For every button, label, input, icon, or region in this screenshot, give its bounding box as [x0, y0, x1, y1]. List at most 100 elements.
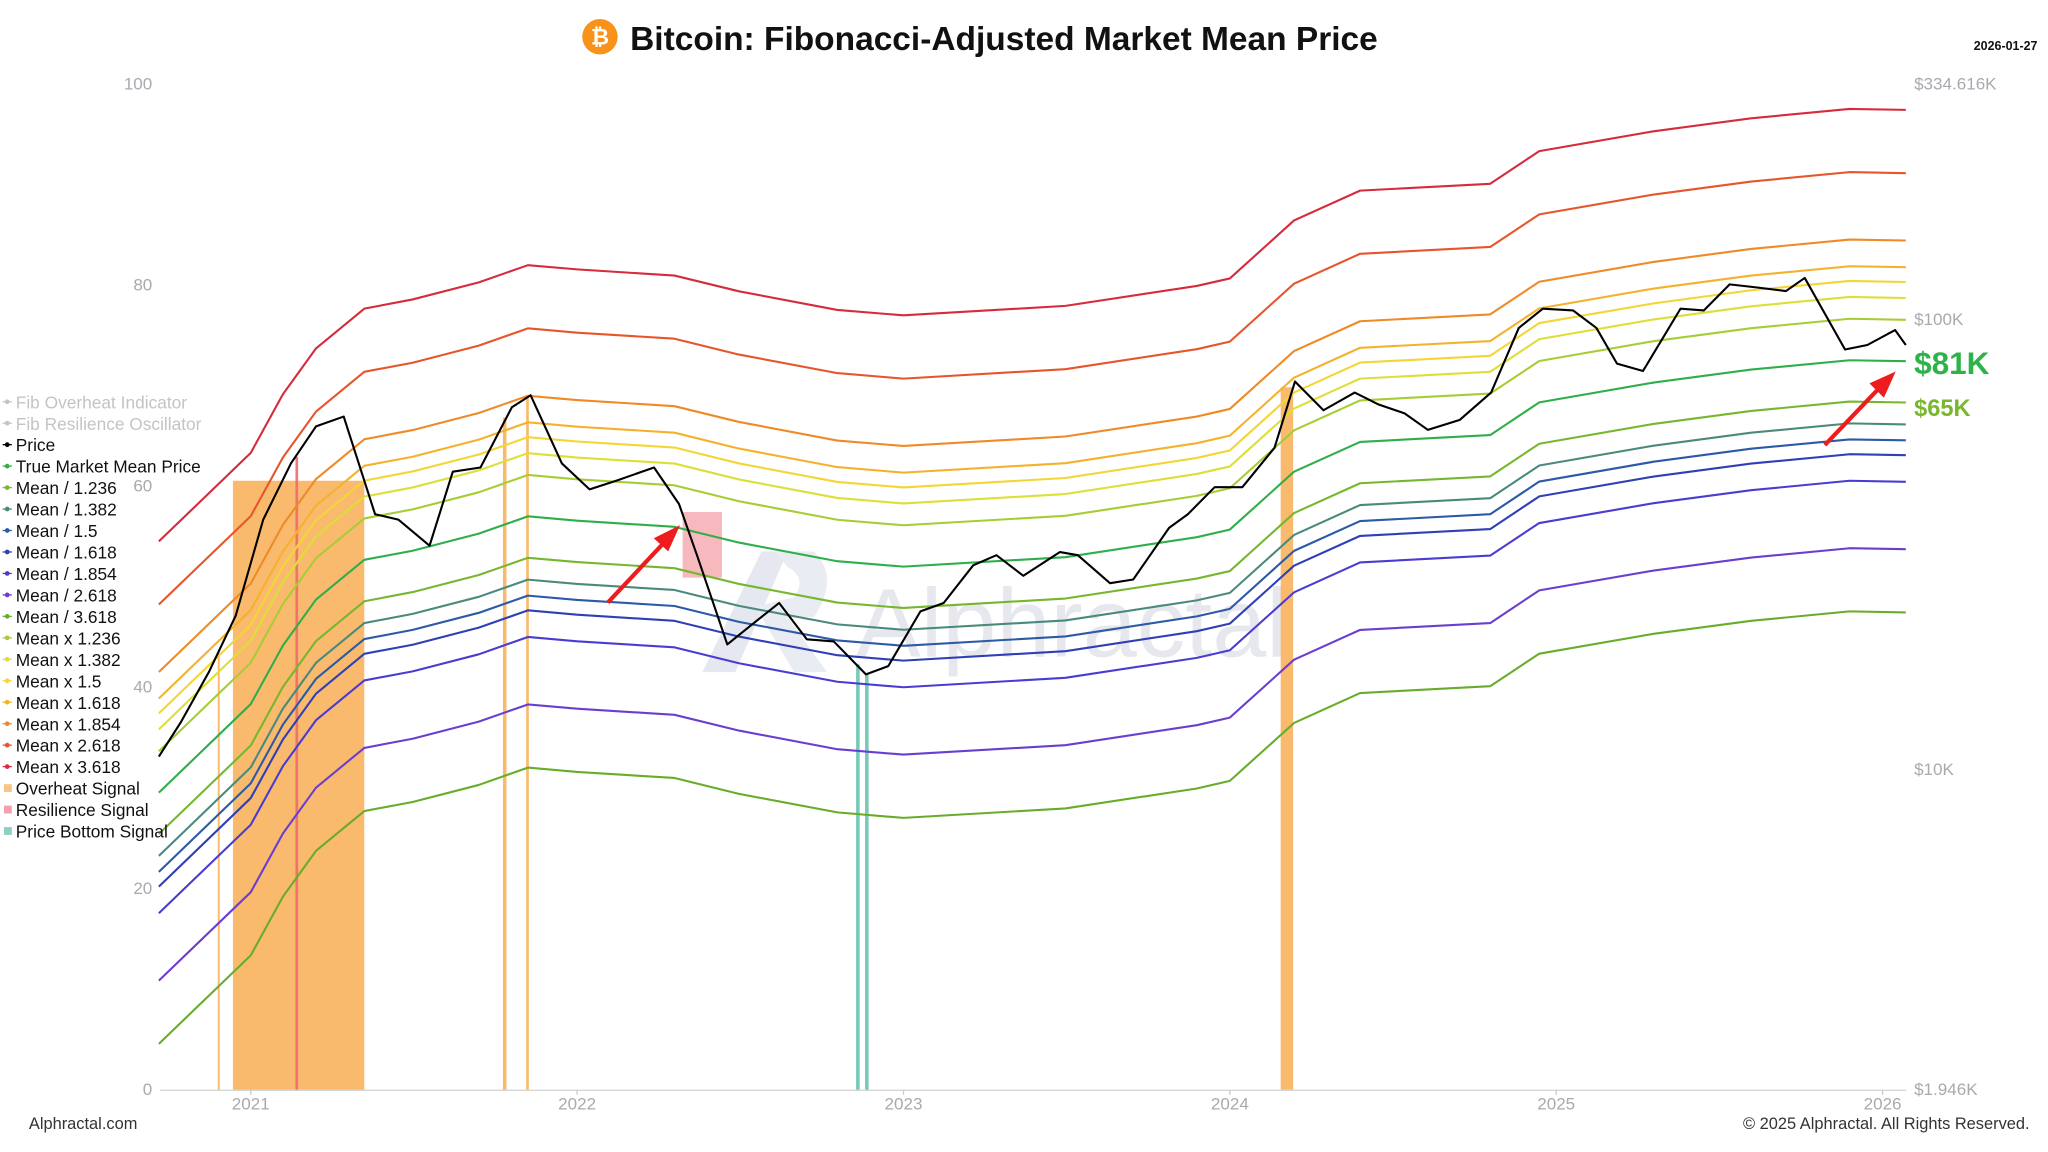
legend-item[interactable]: Mean / 3.618	[2, 607, 117, 627]
overheat-signal-bar	[526, 396, 529, 1090]
legend-item[interactable]: Mean x 2.618	[2, 736, 121, 756]
legend-label: Resilience Signal	[16, 800, 149, 820]
legend-label: Mean / 3.618	[16, 607, 117, 627]
legend-marker	[4, 528, 10, 533]
overheat-signal-bar	[502, 417, 507, 1090]
x-axis-tick: 2022	[558, 1094, 596, 1113]
legend-marker	[4, 721, 10, 727]
red-arrow-2022	[606, 525, 681, 605]
legend-label: Price	[16, 435, 55, 455]
right-axis-tick: $334.616K	[1914, 74, 1997, 93]
legend-item[interactable]: Mean x 1.854	[2, 714, 121, 734]
legend-label: Mean x 1.5	[16, 671, 102, 691]
footer-site[interactable]: Alphractal.com	[29, 1115, 138, 1133]
legend-item[interactable]: True Market Mean Price	[2, 457, 201, 477]
legend-swatch	[3, 784, 12, 793]
legend-item[interactable]: Mean / 1.5	[2, 521, 98, 541]
legend-label: Mean / 1.854	[16, 564, 117, 584]
band-line-mean-1-854	[158, 479, 1906, 914]
legend-marker	[4, 678, 10, 684]
legend-marker	[4, 463, 10, 469]
band-line-mean-1-236	[158, 400, 1906, 835]
price-bottom-signal-bar	[865, 673, 869, 1090]
right-axis-tick: $100K	[1914, 310, 1964, 329]
svg-text:₿: ₿	[591, 25, 609, 50]
legend-item[interactable]: Mean x 1.618	[2, 693, 121, 713]
legend-label: Mean x 1.618	[16, 693, 121, 713]
x-axis-tick: 2026	[1864, 1094, 1902, 1113]
legend-label: True Market Mean Price	[16, 457, 201, 477]
legend-item[interactable]: Fib Resilience Oscillator	[2, 414, 202, 434]
legend-item[interactable]: Mean / 1.618	[2, 543, 117, 563]
x-axis-tick: 2024	[1211, 1094, 1249, 1113]
left-axis-tick: 80	[133, 275, 152, 294]
legend-item[interactable]: Mean / 2.618	[2, 585, 117, 605]
legend-marker	[4, 656, 10, 662]
label-65k: $65K	[1914, 396, 1970, 422]
band-line-true-market-mean-price	[158, 359, 1906, 794]
legend-label: Mean / 1.5	[16, 521, 98, 541]
legend-label: Price Bottom Signal	[16, 822, 168, 842]
legend-marker	[4, 699, 10, 705]
legend-marker	[4, 420, 10, 426]
bitcoin-icon: ₿	[582, 19, 618, 55]
legend-item[interactable]: Mean / 1.236	[2, 478, 117, 498]
watermark-text: Alphractal	[856, 568, 1288, 677]
left-axis-tick: 20	[133, 879, 152, 898]
band-line-mean-x-1-854	[158, 238, 1906, 673]
band-line-mean-x-2-618	[158, 171, 1906, 606]
legend-label: Fib Resilience Oscillator	[16, 414, 202, 434]
band-line-mean-x-1-382	[158, 295, 1906, 731]
overheat-signal-bar	[232, 480, 365, 1090]
legend-label: Mean / 1.618	[16, 543, 117, 563]
x-axis-tick: 2023	[885, 1094, 923, 1113]
legend-item[interactable]: Mean x 1.382	[2, 650, 121, 670]
legend-item[interactable]: Price	[2, 435, 56, 455]
legend-item[interactable]: Mean x 1.236	[2, 628, 121, 648]
legend-swatch	[3, 827, 12, 835]
legend-item[interactable]: Overheat Signal	[3, 779, 140, 799]
legend-label: Mean x 1.382	[16, 650, 121, 670]
legend-item[interactable]: Resilience Signal	[3, 800, 149, 820]
legend-label: Overheat Signal	[16, 779, 140, 799]
band-line-mean-x-3-618	[158, 107, 1906, 543]
band-line-mean-x-1-236	[158, 317, 1906, 752]
resilience-signal-bar	[295, 456, 299, 1090]
price-line	[157, 276, 1907, 758]
legend-label: Mean x 3.618	[16, 757, 121, 777]
legend-label: Mean / 1.236	[16, 478, 117, 498]
legend-label: Mean x 2.618	[16, 736, 121, 756]
legend-marker	[4, 485, 10, 490]
x-axis-tick: 2021	[232, 1094, 270, 1113]
left-axis-tick: 60	[133, 477, 152, 496]
watermark-logo	[702, 551, 828, 673]
legend-item[interactable]: Mean / 1.382	[2, 500, 117, 520]
legend-marker	[4, 506, 10, 512]
x-axis-tick: 2025	[1537, 1094, 1575, 1113]
legend-marker	[4, 635, 10, 641]
legend-swatch	[3, 805, 12, 814]
legend-marker	[4, 614, 10, 619]
resilience-signal-bar	[682, 512, 722, 578]
legend-marker	[4, 592, 10, 598]
overheat-signal-bar	[217, 649, 220, 1090]
legend-item[interactable]: Mean x 1.5	[2, 671, 102, 691]
legend-label: Mean x 1.236	[16, 628, 121, 648]
legend-item[interactable]: Fib Overheat Indicator	[2, 392, 188, 412]
legend-item[interactable]: Price Bottom Signal	[3, 822, 168, 842]
right-axis-tick: $1.946K	[1914, 1080, 1978, 1099]
band-line-mean-1-618	[158, 453, 1906, 888]
legend-label: Fib Overheat Indicator	[16, 392, 188, 412]
band-line-mean-3-618	[158, 610, 1906, 1045]
legend-item[interactable]: Mean x 3.618	[2, 757, 121, 777]
legend-marker	[4, 549, 10, 555]
legend-item[interactable]: Mean / 1.854	[2, 564, 118, 584]
chart-title: Bitcoin: Fibonacci-Adjusted Market Mean …	[630, 21, 1378, 58]
label-81k: $81K	[1914, 345, 1990, 381]
legend-marker	[4, 764, 10, 769]
right-axis-tick: $10K	[1914, 760, 1954, 779]
overheat-signal-bar	[1280, 387, 1294, 1090]
left-axis-tick: 100	[124, 74, 152, 93]
legend-marker	[4, 442, 10, 448]
